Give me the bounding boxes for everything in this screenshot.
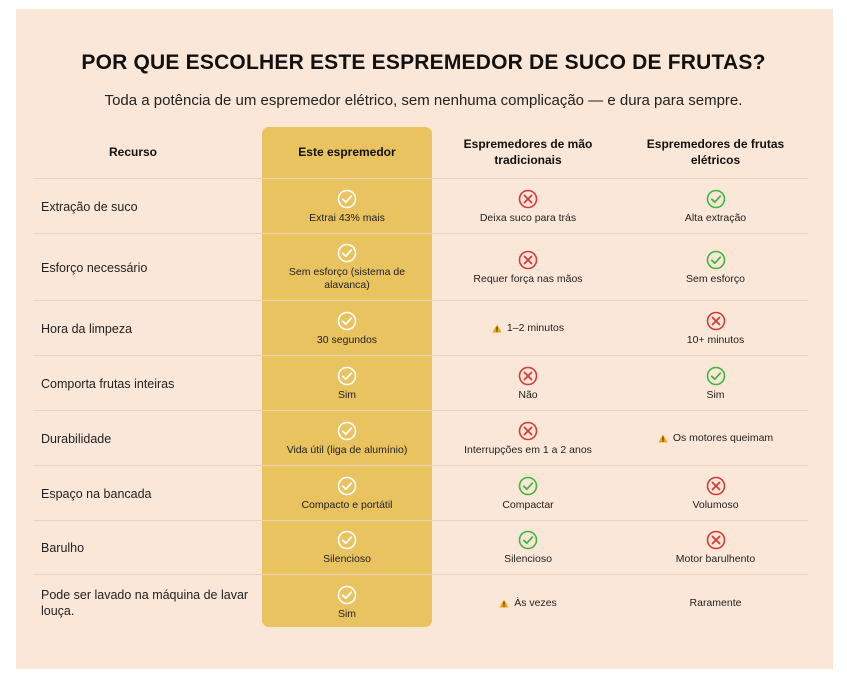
- check-white-icon: [337, 476, 357, 495]
- cross-icon: [706, 476, 725, 495]
- cell-electric: 10+ minutos: [623, 301, 808, 356]
- cross-icon: [518, 366, 538, 385]
- cross-icon: [518, 250, 538, 269]
- cell-electric: Os motores queimam: [623, 411, 808, 466]
- cell-manual: Às vezes: [433, 575, 623, 631]
- check-icon: [706, 250, 725, 269]
- cell-manual: Silencioso: [433, 521, 623, 575]
- check-white-icon: [337, 311, 357, 330]
- check-icon: [518, 530, 538, 550]
- check-white-icon: [337, 189, 357, 208]
- feature-label: Durabilidade: [41, 431, 112, 446]
- header-manual-juicers: Espremedores de mão tradicionais: [463, 137, 593, 167]
- cell-text: 1–2 minutos: [506, 322, 565, 334]
- table-row: Comporta frutas inteiras Sim Não Sim: [33, 355, 808, 411]
- cell-manual: Não: [433, 356, 623, 411]
- cell-electric: Raramente: [623, 575, 808, 631]
- cell-this: Sim: [262, 356, 432, 411]
- check-white-icon: [337, 421, 357, 440]
- cell-text: Às vezes: [514, 596, 557, 609]
- cross-icon: [706, 530, 725, 550]
- cell-text: Compactar: [502, 498, 554, 511]
- table-row: Extração de suco Extrai 43% mais Deixa suc…: [33, 178, 808, 234]
- cross-icon: [518, 189, 538, 208]
- table-header: Recurso Este espremedor Espremedores de …: [33, 128, 808, 176]
- cell-text: Sim: [337, 388, 357, 401]
- cross-icon: [706, 311, 725, 330]
- feature-label: Barulho: [41, 541, 85, 555]
- cell-this: Extrai 43% mais: [262, 179, 432, 234]
- cell-manual: Interrupções em 1 a 2 anos: [433, 411, 623, 466]
- feature-label: Hora da limpeza: [41, 321, 133, 336]
- cell-electric: Sem esforço: [623, 234, 808, 301]
- header-electric-juicers: Espremedores de frutas elétricos: [646, 137, 785, 167]
- cell-this: Compacto e portátil: [262, 466, 432, 521]
- cell-text: Motor barulhento: [675, 553, 756, 565]
- cell-text: Silencioso: [323, 553, 371, 565]
- check-white-icon: [337, 585, 357, 605]
- table-row: Hora da limpeza 30 segundos 1–2 minutos 10+…: [33, 300, 808, 356]
- cell-this: 30 segundos: [262, 301, 432, 356]
- warning-icon: [658, 434, 668, 443]
- page-subtitle: Toda a potência de um espremedor elétric…: [104, 92, 743, 109]
- cell-text: Silencioso: [504, 553, 552, 565]
- cell-this: Vida útil (liga de alumínio): [262, 411, 432, 466]
- cell-text: Extrai 43% mais: [309, 211, 385, 224]
- warning-icon: [499, 599, 509, 607]
- warning-line: Às vezes: [499, 597, 557, 610]
- cell-text: Interrupções em 1 a 2 anos: [464, 443, 592, 456]
- cell-manual: Compactar: [433, 466, 623, 521]
- cell-this: Sem esforço (sistema de alavanca): [262, 234, 432, 301]
- cell-electric: Alta extração: [623, 179, 808, 234]
- check-white-icon: [337, 243, 357, 263]
- check-white-icon: [337, 530, 357, 550]
- feature-label: Extração de suco: [41, 199, 138, 214]
- cell-manual: 1–2 minutos: [433, 301, 623, 356]
- cell-this: Sim: [262, 575, 432, 631]
- cell-text: Raramente: [689, 596, 742, 609]
- cell-manual: Requer força nas mãos: [433, 234, 623, 301]
- feature-label: Esforço necessário: [41, 260, 148, 275]
- cell-text: Sim: [337, 608, 357, 620]
- cell-electric: Volumoso: [623, 466, 808, 521]
- table-row: Durabilidade Vida útil (liga de alumínio)…: [33, 410, 808, 466]
- header-this-juicer: Este espremedor: [298, 145, 396, 159]
- cell-text: Sem esforço: [686, 272, 745, 285]
- cell-text: Sim: [706, 388, 725, 401]
- header-feature: Recurso: [108, 145, 158, 159]
- cross-icon: [518, 421, 538, 440]
- warning-line: Os motores queimam: [658, 432, 773, 445]
- table-row: Esforço necessário Sem esforço (sistema d…: [33, 233, 808, 301]
- cell-text: Sem esforço (sistema de alavanca): [288, 266, 406, 291]
- table-row: Barulho Silencioso Silencioso Motor barulhe…: [33, 520, 808, 575]
- check-icon: [518, 476, 538, 495]
- cell-text: Deixa suco para trás: [479, 211, 577, 224]
- check-icon: [706, 366, 725, 385]
- page-title: POR QUE ESCOLHER ESTE ESPREMEDOR DE SUCO…: [81, 51, 766, 74]
- cell-manual: Deixa suco para trás: [433, 179, 623, 234]
- cell-electric: Motor barulhento: [623, 521, 808, 575]
- feature-label: Espaço na bancada: [41, 486, 152, 501]
- check-icon: [706, 189, 725, 208]
- cell-this: Silencioso: [262, 521, 432, 575]
- check-white-icon: [337, 366, 357, 385]
- feature-label: Pode ser lavado na máquina de lavar louç…: [41, 588, 249, 618]
- cell-text: Compacto e portátil: [301, 498, 393, 511]
- cell-text: Requer força nas mãos: [473, 272, 583, 285]
- cell-text: Os motores queimam: [672, 432, 774, 444]
- cell-text: Vida útil (liga de alumínio): [286, 443, 408, 456]
- warning-icon: [492, 324, 502, 333]
- cell-text: 30 segundos: [316, 333, 378, 346]
- cell-text: Alta extração: [684, 211, 747, 224]
- table-row: Pode ser lavado na máquina de lavar louç…: [33, 574, 808, 631]
- cell-text: 10+ minutos: [686, 333, 745, 346]
- table-row: Espaço na bancada Compacto e portátil Comp…: [33, 465, 808, 521]
- cell-text: Volumoso: [692, 498, 739, 511]
- cell-electric: Sim: [623, 356, 808, 411]
- warning-line: 1–2 minutos: [492, 322, 564, 335]
- cell-text: Não: [518, 388, 538, 401]
- feature-label: Comporta frutas inteiras: [41, 376, 175, 391]
